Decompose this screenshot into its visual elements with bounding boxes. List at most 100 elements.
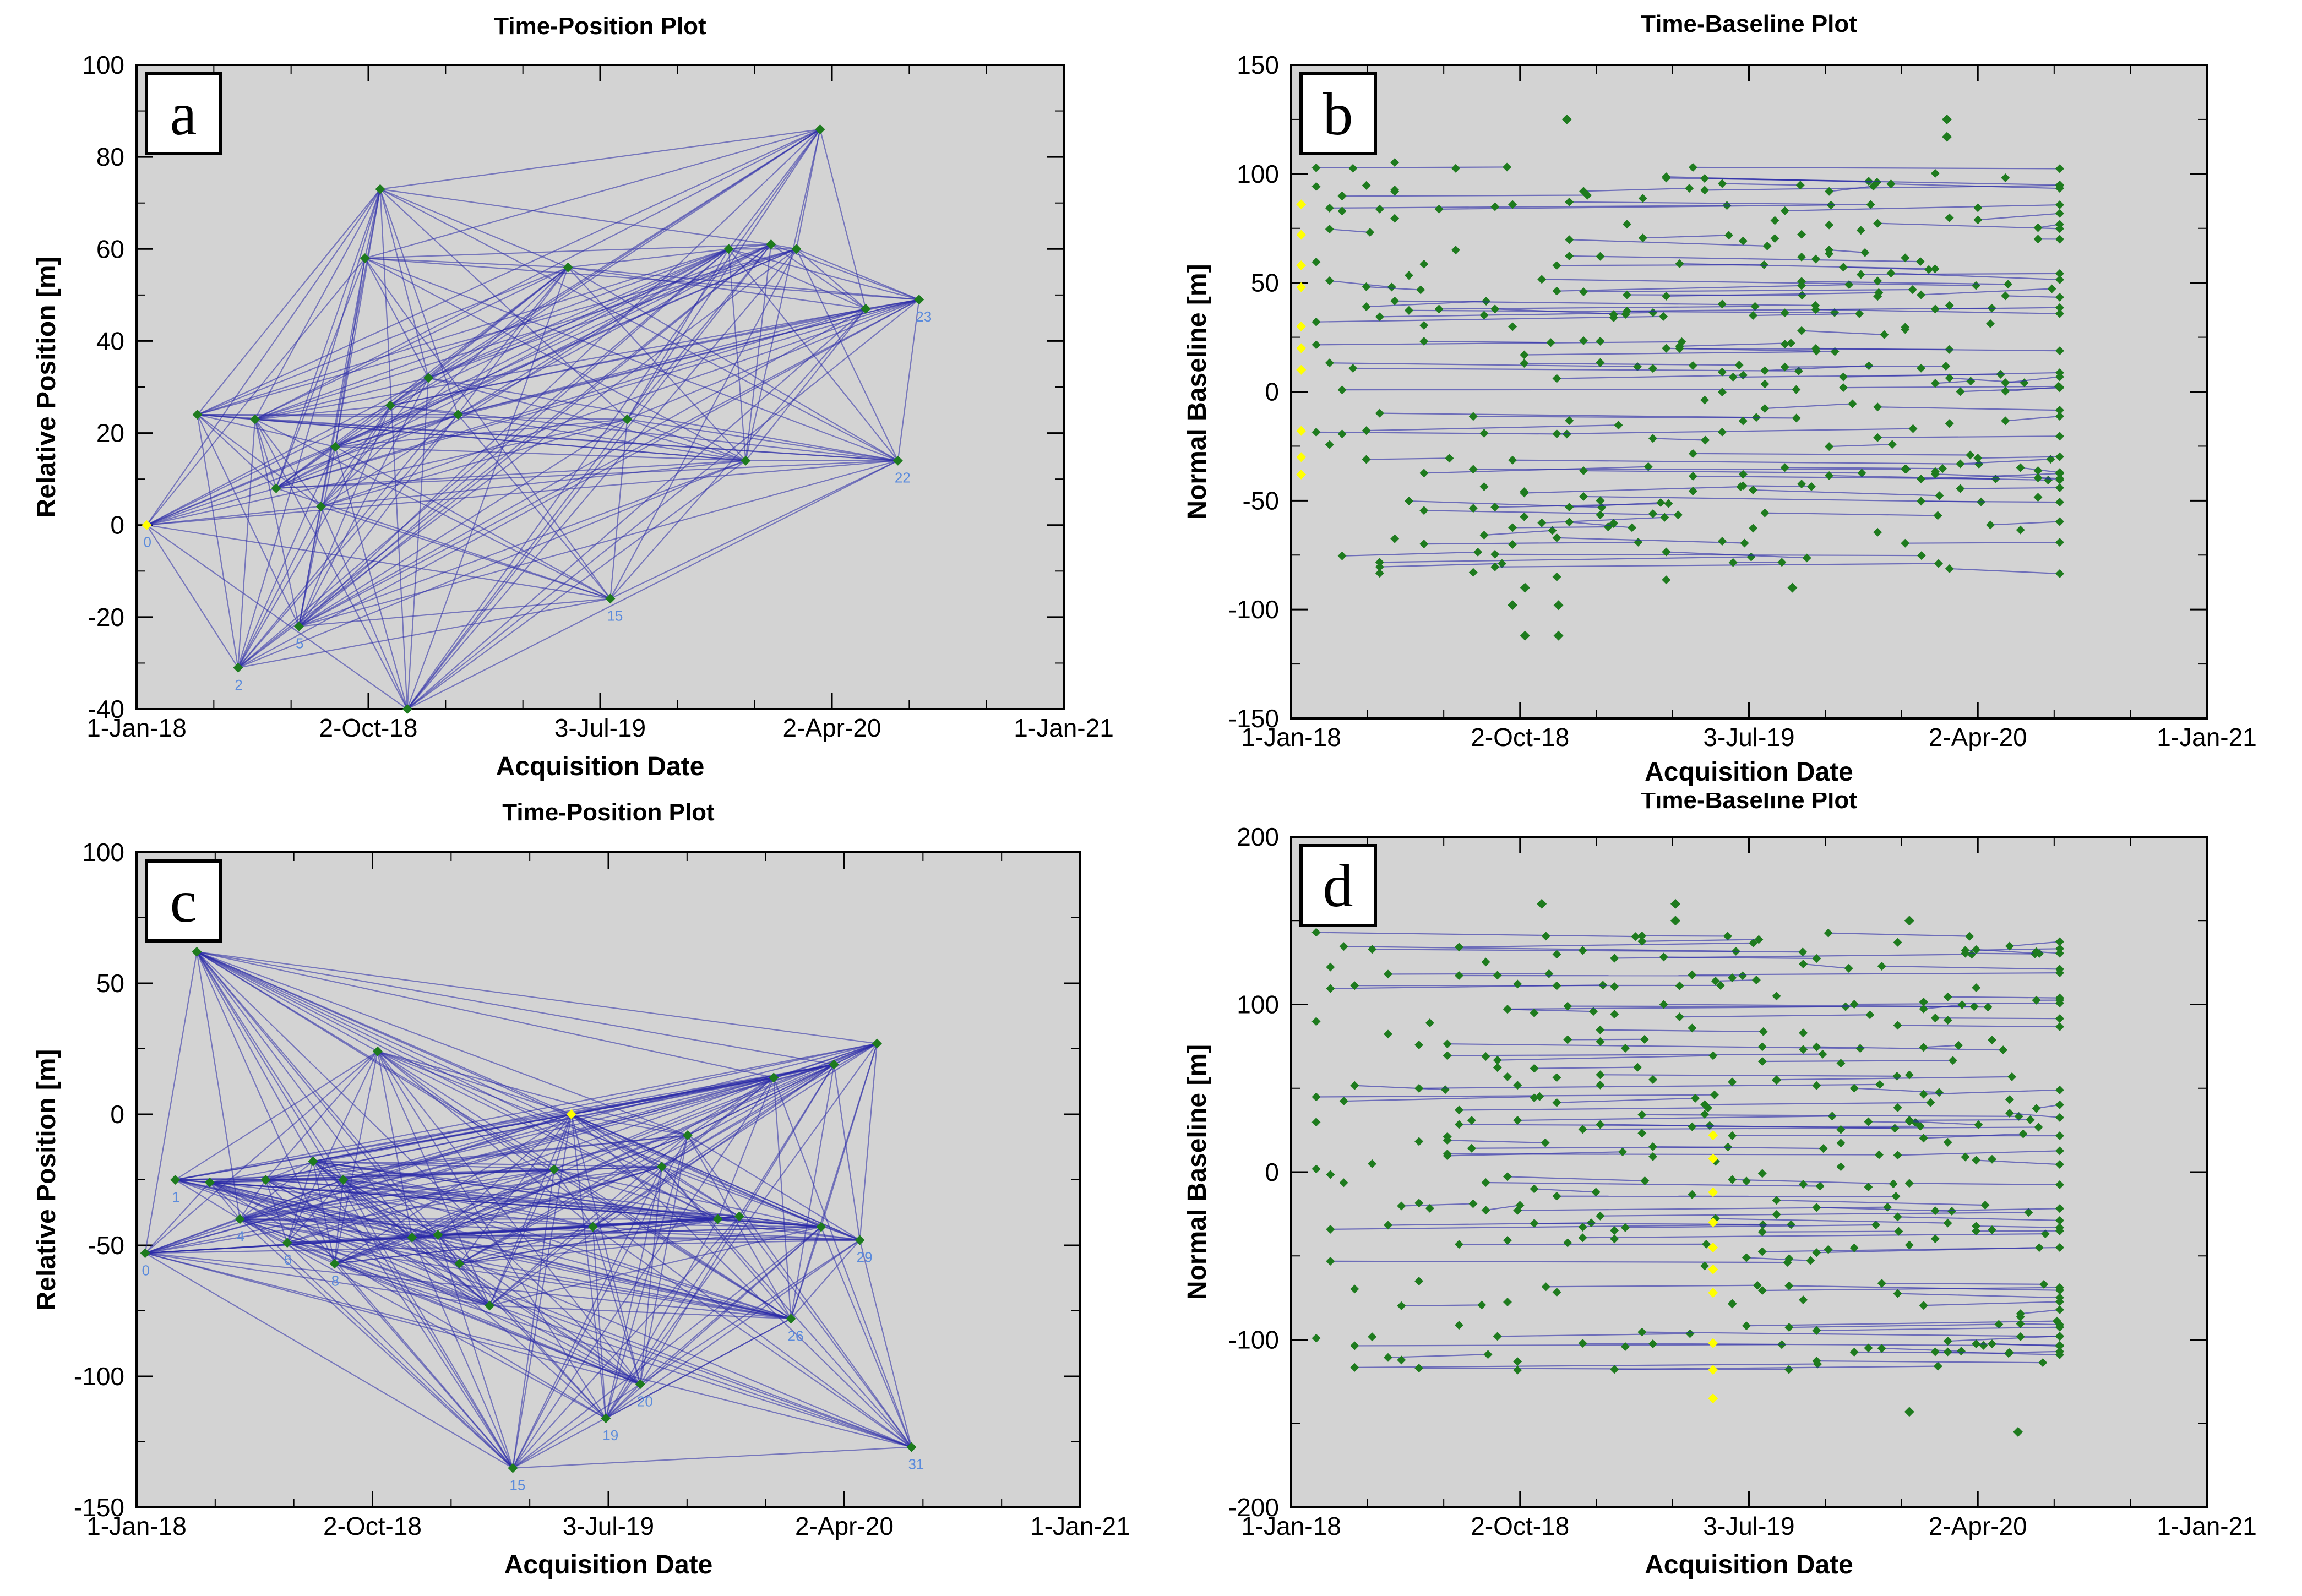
acquisition-point: [2016, 1319, 2025, 1328]
acquisition-point: [1893, 1021, 1902, 1030]
acquisition-point: [1848, 399, 1857, 408]
acquisition-point: [2055, 209, 2064, 218]
acquisition-point: [2001, 291, 2010, 301]
y-tick-label: 100: [82, 51, 124, 79]
connection-line: [770, 244, 867, 309]
chart-title: Time-Baseline Plot: [1641, 793, 1857, 814]
acquisition-point: [1760, 379, 1770, 389]
acquisition-point: [1799, 1045, 1808, 1054]
acquisition-point: [338, 1175, 349, 1185]
acquisition-point: [2055, 1014, 2064, 1023]
baseline-pair-line: [1715, 979, 1756, 982]
connection-line: [687, 1135, 792, 1319]
connection-line: [437, 1234, 514, 1468]
connection-line: [407, 460, 899, 710]
acquisition-point: [1339, 1178, 1348, 1188]
acquisition-point-label: 29: [857, 1249, 873, 1265]
panel-label-box: [1299, 844, 1377, 927]
acquisition-point: [2055, 452, 2064, 461]
acquisition-point: [192, 410, 203, 420]
connection-line: [738, 1216, 912, 1448]
acquisition-point: [1479, 428, 1489, 438]
connection-line: [209, 1182, 241, 1220]
acquisition-point: [2001, 378, 2010, 388]
acquisition-point: [1565, 503, 1574, 512]
connection-line: [512, 1135, 688, 1469]
baseline-pair-line: [1557, 374, 1744, 379]
acquisition-point: [2040, 1229, 2050, 1239]
connection-line: [728, 243, 771, 250]
acquisition-point: [1824, 1245, 1833, 1254]
acquisition-point: [1973, 215, 1983, 225]
baseline-pair-line: [1815, 309, 2060, 314]
acquisition-point: [2055, 1146, 2064, 1156]
acquisition-point: [1664, 499, 1673, 508]
master-acquisition-point: [1708, 1130, 1718, 1141]
acquisition-point: [1728, 558, 1738, 567]
acquisition-point: [2055, 292, 2064, 302]
acquisition-point: [1688, 361, 1697, 370]
baseline-pair-line: [1497, 1333, 1690, 1337]
baseline-pair-line: [1829, 444, 1892, 448]
connection-line: [276, 299, 919, 489]
baseline-pair-line: [1705, 1102, 1931, 1105]
acquisition-point: [1943, 1218, 1952, 1228]
acquisition-point: [1530, 1219, 1539, 1228]
y-tick-label: 0: [110, 511, 124, 540]
acquisition-point: [2055, 164, 2064, 173]
acquisition-point: [1311, 1017, 1321, 1026]
baseline-pair-line: [1722, 183, 1800, 186]
acquisition-point: [1728, 1175, 1737, 1184]
acquisition-point: [1375, 569, 1384, 578]
y-tick-label: 200: [1237, 822, 1279, 851]
acquisition-point: [587, 1222, 598, 1232]
acquisition-point: [375, 184, 385, 194]
acquisition-point: [1414, 1041, 1424, 1050]
acquisition-point: [1468, 1199, 1478, 1208]
connection-line: [196, 951, 314, 1162]
connection-line: [437, 1234, 607, 1419]
acquisition-point: [1893, 1289, 1902, 1298]
acquisition-point: [1943, 1016, 1952, 1025]
baseline-pair-line: [1424, 541, 1639, 545]
connection-line: [197, 414, 239, 668]
x-axis-label: Acquisition Date: [496, 752, 705, 781]
acquisition-point: [1717, 388, 1727, 397]
acquisition-point: [1477, 1300, 1487, 1310]
acquisition-point: [1362, 302, 1371, 312]
acquisition-point: [1757, 1169, 1767, 1178]
acquisition-point: [1688, 487, 1697, 496]
connection-line: [254, 189, 381, 420]
acquisition-point: [1688, 471, 1697, 481]
baseline-pair-line: [1666, 292, 1879, 297]
acquisition-point: [1368, 1332, 1377, 1342]
baseline-pair-line: [1746, 1257, 1811, 1261]
acquisition-point: [2055, 569, 2064, 578]
connection-line: [428, 248, 729, 379]
connection-line: [661, 1166, 912, 1448]
acquisition-point: [2047, 284, 2056, 293]
acquisition-point: [1552, 572, 1561, 581]
acquisition-point: [2032, 995, 2041, 1005]
acquisition-point: [1784, 1323, 1794, 1332]
acquisition-point: [1972, 1227, 1981, 1236]
connection-line: [790, 1064, 835, 1319]
acquisition-point: [1753, 1281, 1762, 1290]
connection-line: [728, 248, 919, 301]
acquisition-point: [1648, 509, 1658, 519]
connection-line: [265, 1179, 288, 1243]
connection-line: [570, 1114, 912, 1448]
connection-line: [175, 1050, 378, 1180]
acquisition-point: [635, 1379, 645, 1390]
master-acquisition-point: [1708, 1217, 1718, 1228]
acquisition-point: [1508, 200, 1517, 209]
baseline-pair-line: [2005, 416, 2060, 422]
baseline-pair-line: [1542, 279, 1976, 286]
master-acquisition-point: [1296, 452, 1307, 462]
connection-line: [459, 1077, 774, 1265]
acquisition-point-label: 5: [296, 635, 303, 652]
acquisition-point: [1311, 1333, 1321, 1343]
connection-line: [380, 188, 569, 268]
acquisition-point: [1610, 1010, 1619, 1019]
baseline-pair-line: [1316, 315, 1664, 323]
